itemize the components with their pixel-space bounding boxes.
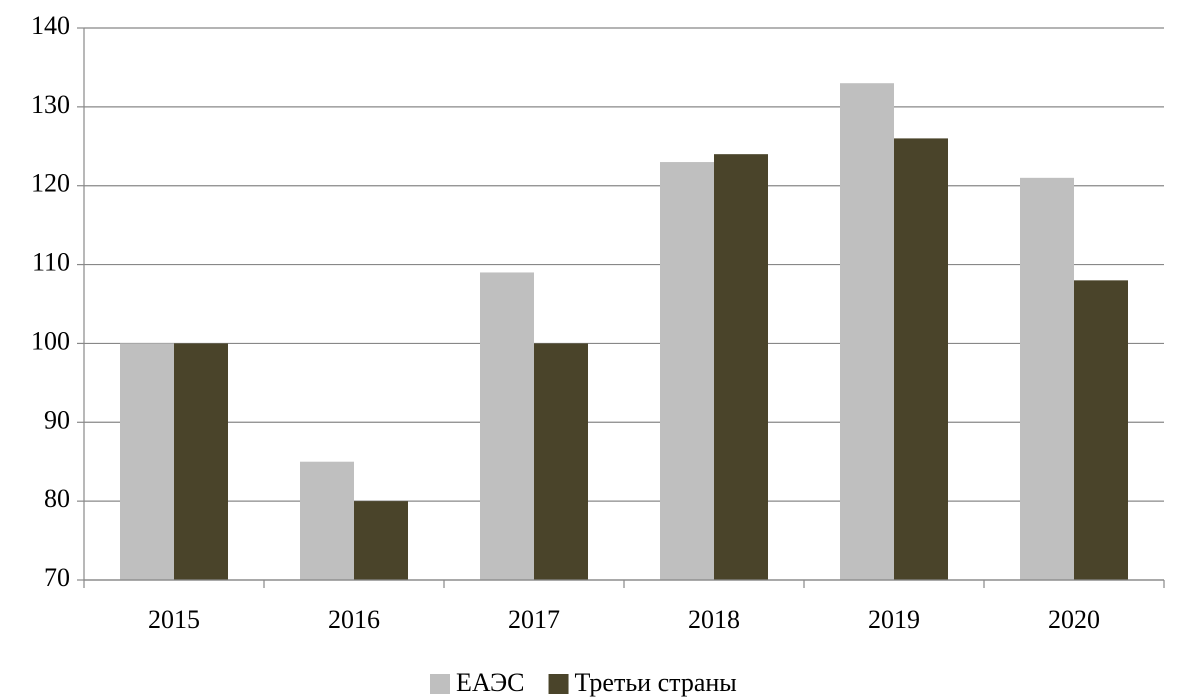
x-tick-label: 2018 [688,605,740,634]
bar [534,343,588,580]
bar [300,461,354,580]
y-tick-label: 90 [44,405,70,434]
bar [354,501,408,580]
legend-label: Третьи страны [575,668,737,697]
x-tick-label: 2019 [868,605,920,634]
bar [1020,177,1074,581]
bar [120,343,174,580]
bar [894,138,948,580]
y-tick-label: 80 [44,484,70,513]
bar [480,272,534,580]
bar [660,162,714,581]
y-tick-label: 140 [31,11,70,40]
y-tick-label: 70 [44,563,70,592]
legend-swatch [430,674,450,694]
x-tick-label: 2020 [1048,605,1100,634]
y-tick-label: 130 [31,90,70,119]
bar [840,83,894,580]
legend-swatch [548,674,569,694]
bar [1074,280,1128,580]
y-tick-label: 110 [32,248,70,277]
x-tick-label: 2017 [508,605,560,634]
x-tick-label: 2016 [328,605,380,634]
y-tick-label: 120 [31,169,70,198]
y-tick-label: 100 [31,326,70,355]
x-tick-label: 2015 [148,605,200,634]
bar [714,154,768,580]
bar [174,343,228,580]
legend-label: ЕАЭС [456,668,525,697]
